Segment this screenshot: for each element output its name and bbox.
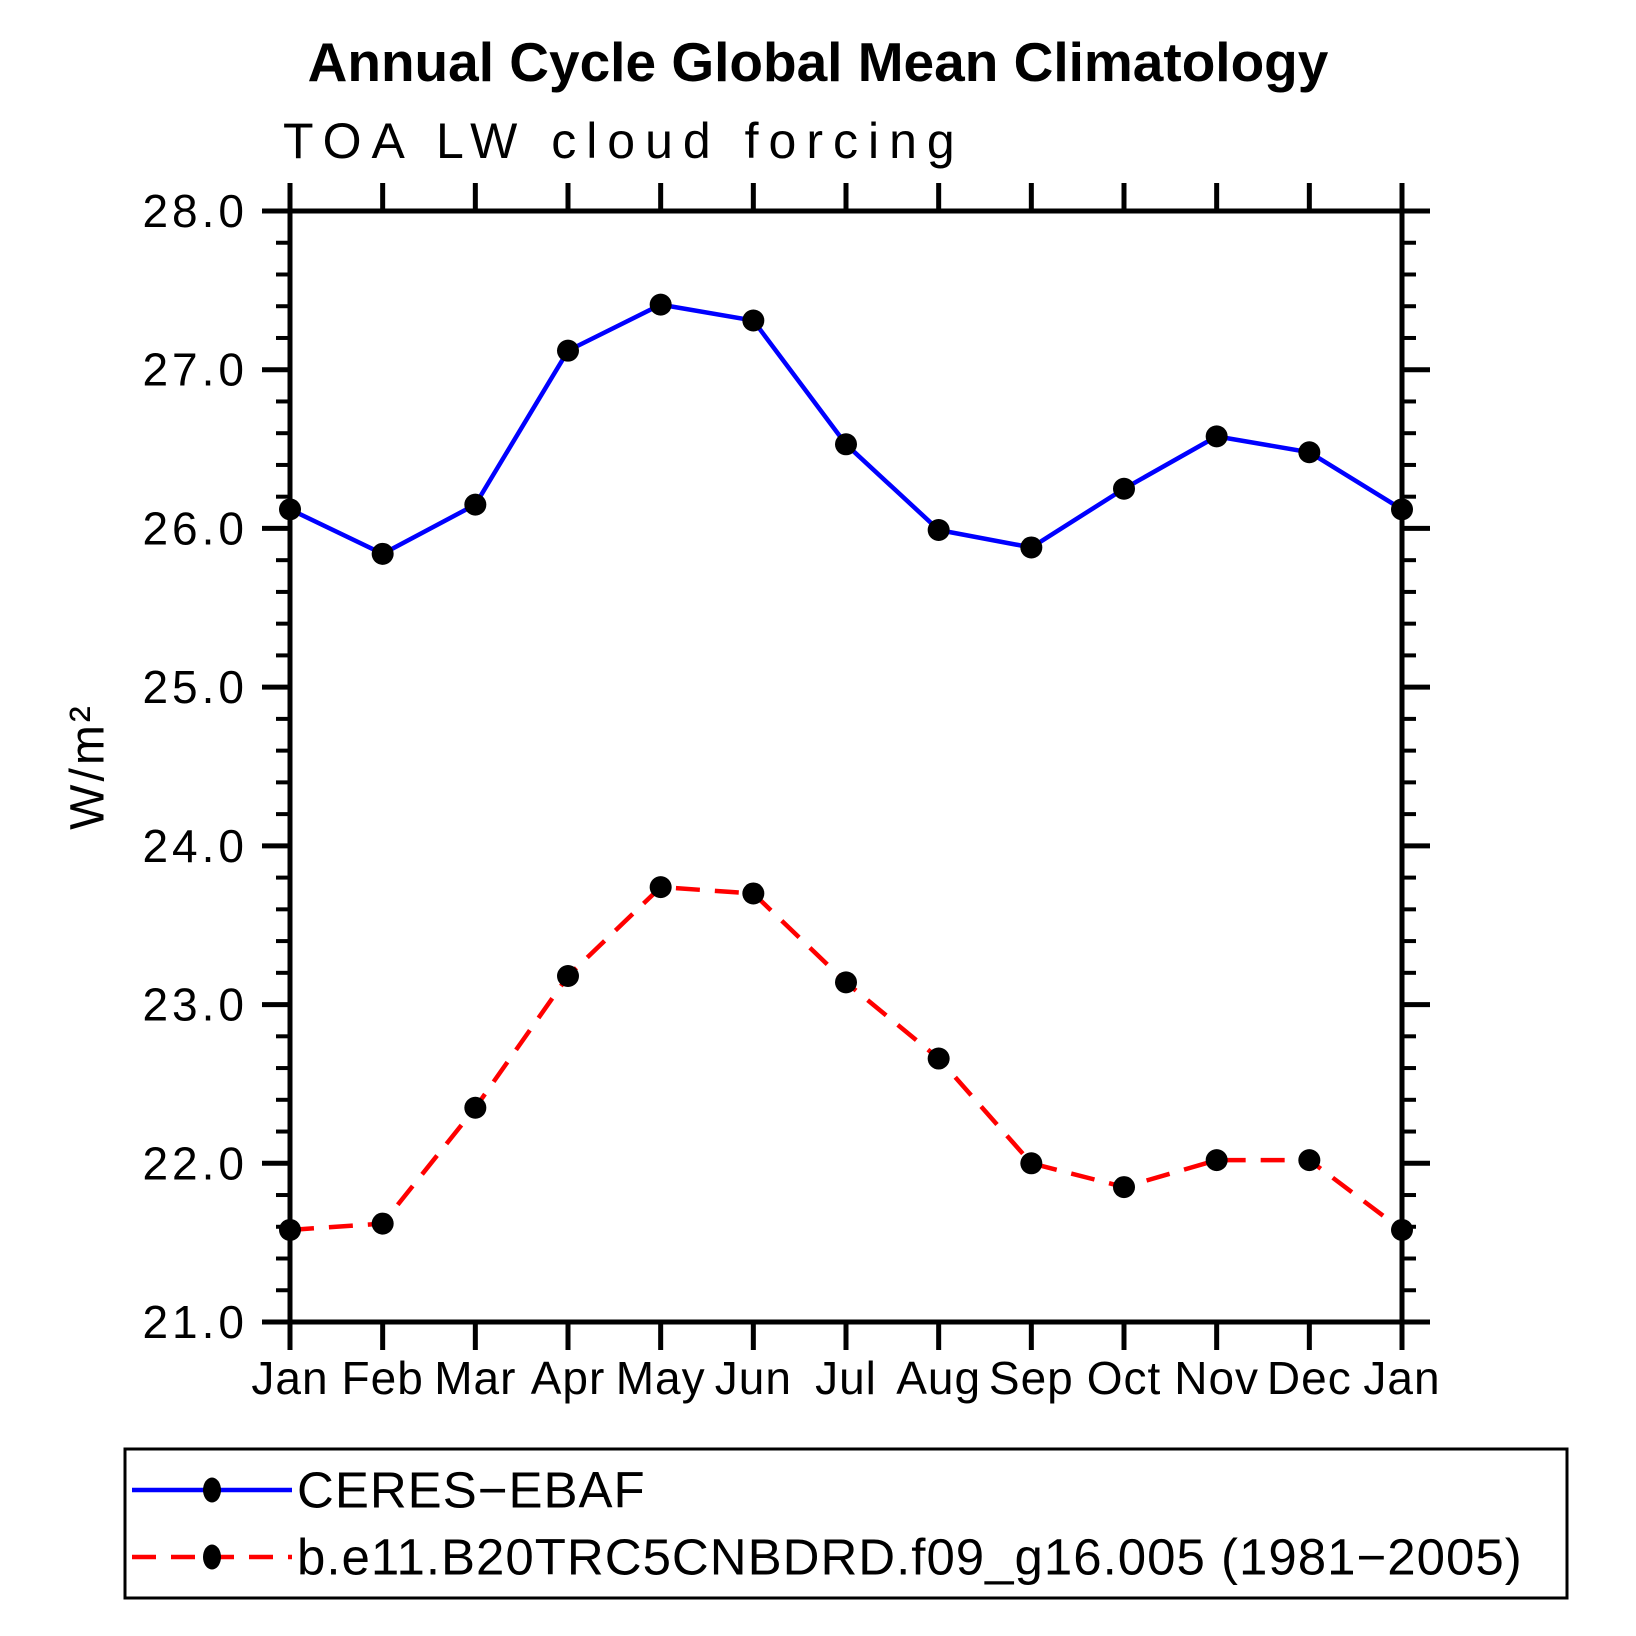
data-point-marker	[464, 1096, 487, 1119]
data-point-marker	[927, 1047, 950, 1070]
data-point-marker	[742, 309, 765, 332]
x-axis-tick-label: Jan	[1363, 1352, 1440, 1404]
data-point-marker	[1020, 536, 1043, 559]
data-point-marker	[1391, 498, 1413, 521]
y-axis-tick-label: 24.0	[142, 820, 248, 872]
x-axis-tick-label: Sep	[989, 1352, 1074, 1404]
data-point-marker	[835, 971, 857, 994]
y-axis-tick-label: 25.0	[142, 661, 248, 713]
data-point-marker	[1298, 441, 1321, 464]
x-axis-tick-label: Aug	[896, 1352, 981, 1404]
data-point-marker	[1020, 1152, 1043, 1175]
x-axis-tick-label: Nov	[1174, 1352, 1259, 1404]
data-point-marker	[1113, 477, 1135, 500]
data-point-marker	[557, 965, 579, 988]
data-point-marker	[742, 882, 765, 905]
data-point-marker	[1205, 1149, 1228, 1172]
x-axis-tick-label: Jun	[715, 1352, 792, 1404]
y-axis-title: W/m²	[62, 703, 115, 830]
series-line-1	[289, 884, 1404, 1233]
legend-label-0: CERES−EBAF	[297, 1462, 646, 1519]
data-point-marker	[557, 339, 579, 362]
chart-subtitle: TOA LW cloud forcing	[283, 113, 965, 169]
y-axis-tick-label: 27.0	[142, 344, 248, 396]
data-point-marker	[1113, 1176, 1135, 1199]
data-point-marker	[371, 542, 394, 565]
x-axis-tick-label: Dec	[1267, 1352, 1352, 1404]
legend-marker-1	[203, 1544, 221, 1570]
legend-box	[123, 1447, 1569, 1600]
legend-marker-0	[203, 1477, 221, 1503]
plot-frame	[287, 208, 1405, 1325]
legend-label-1: b.e11.B20TRC5CNBDRD.f09_g16.005 (1981−20…	[297, 1529, 1523, 1586]
data-point-marker	[279, 1218, 301, 1241]
x-axis-tick-label: May	[616, 1352, 706, 1404]
data-point-marker	[1298, 1149, 1321, 1172]
y-axis-tick-label: 22.0	[142, 1137, 248, 1189]
data-point-marker	[927, 519, 950, 542]
x-axis-tick-label: Jul	[815, 1352, 877, 1404]
data-point-marker	[1205, 425, 1228, 448]
chart-title: Annual Cycle Global Mean Climatology	[307, 31, 1329, 93]
data-point-marker	[1391, 1218, 1413, 1241]
data-point-marker	[279, 498, 301, 521]
data-point-marker	[649, 876, 672, 899]
y-axis-tick-label: 23.0	[142, 979, 248, 1031]
y-axis-tick-label: 28.0	[142, 185, 248, 237]
series-line-0	[289, 302, 1404, 557]
y-axis-tick-label: 21.0	[142, 1296, 248, 1348]
data-point-marker	[649, 293, 672, 316]
data-point-marker	[835, 433, 857, 456]
data-point-marker	[464, 493, 487, 516]
x-axis-tick-label: Feb	[342, 1352, 424, 1404]
x-axis-tick-label: Apr	[531, 1352, 606, 1404]
x-axis-tick-label: Jan	[251, 1352, 328, 1404]
y-axis-tick-label: 26.0	[142, 502, 248, 554]
data-point-marker	[371, 1212, 394, 1235]
x-axis-tick-label: Mar	[434, 1352, 516, 1404]
x-axis-tick-label: Oct	[1087, 1352, 1162, 1404]
